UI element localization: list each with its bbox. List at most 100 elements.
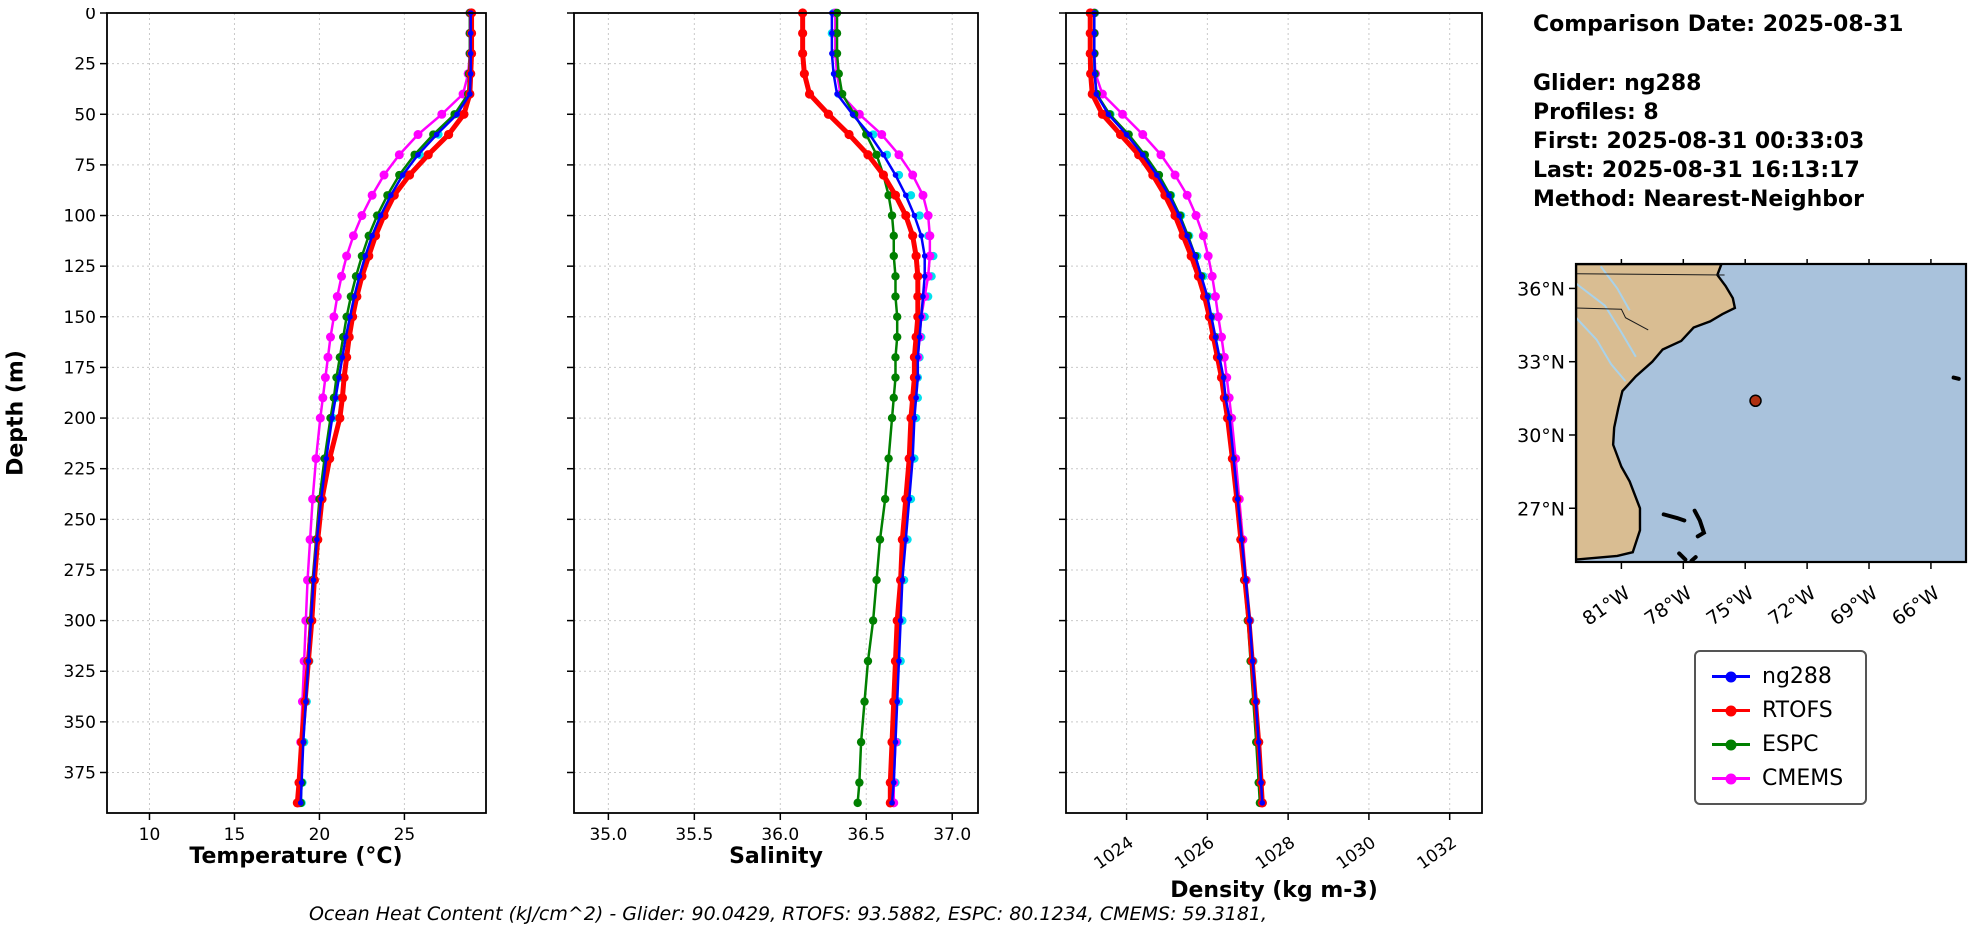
svg-text:50: 50 xyxy=(74,105,96,125)
svg-text:35.5: 35.5 xyxy=(675,825,713,845)
series-cmems xyxy=(830,8,935,808)
river-line xyxy=(1576,282,1637,358)
legend-marker-cmems xyxy=(1712,773,1750,785)
series-ng288 xyxy=(1091,10,1266,806)
island xyxy=(1951,375,1961,381)
ocean-heat-content-text: Ocean Heat Content (kJ/cm^2) - Glider: 9… xyxy=(308,903,1268,925)
chart-svg-1: 35.0 35.5 36.0 36.5 37.0 xyxy=(567,8,979,845)
island xyxy=(1661,512,1687,523)
y-ticks: 0 25 50 75 100 125 150 175 200 225 250 275 300 325 350… xyxy=(64,4,107,783)
first-profile-time-text: First: 2025-08-31 00:33:03 xyxy=(1533,129,1865,155)
svg-text:75: 75 xyxy=(74,156,96,176)
series-ng288-raw xyxy=(297,8,476,808)
legend-item-rtofs: RTOFS xyxy=(1712,698,1843,723)
last-profile-time-text: Last: 2025-08-31 16:13:17 xyxy=(1533,158,1860,184)
svg-text:25: 25 xyxy=(74,55,96,75)
x-ticks: 1024 1026 1028 1030 1032 xyxy=(1091,813,1461,874)
legend-marker-ng288 xyxy=(1712,671,1750,683)
depth-axis-label: Depth (m) xyxy=(3,350,29,476)
y-ticks xyxy=(567,12,574,774)
svg-text:36°N: 36°N xyxy=(1517,278,1565,300)
svg-text:33°N: 33°N xyxy=(1517,352,1565,374)
svg-text:325: 325 xyxy=(64,662,96,682)
svg-text:15: 15 xyxy=(224,825,246,845)
salinity-axis-label: Salinity xyxy=(729,844,823,869)
svg-text:150: 150 xyxy=(64,308,96,328)
temperature-profile-chart: 10 15 20 25 0 25 50 75 100 125 150 175 200 225 250 275 3… xyxy=(37,4,494,912)
glider-position-marker xyxy=(1749,394,1762,408)
coastline xyxy=(1576,264,1737,561)
legend: ng288 RTOFS ESPC CMEMS xyxy=(1694,650,1868,805)
svg-text:20: 20 xyxy=(309,825,331,845)
map-svg: 36°N 33°N 30°N 27°N 81°W 78°W 75°W 72°W 69°W 66°W xyxy=(1517,259,1968,630)
info-panel: Comparison Date: 2025-08-31 Glider: ng28… xyxy=(1533,10,1903,214)
svg-text:0: 0 xyxy=(85,8,96,24)
legend-item-cmems: CMEMS xyxy=(1712,766,1843,791)
grid xyxy=(1066,12,1482,813)
svg-text:27°N: 27°N xyxy=(1517,498,1565,520)
series-cmems xyxy=(294,8,475,808)
svg-text:66°W: 66°W xyxy=(1888,582,1944,630)
svg-text:200: 200 xyxy=(64,409,96,429)
svg-text:1028: 1028 xyxy=(1252,833,1299,874)
grid xyxy=(574,12,978,813)
svg-text:36.5: 36.5 xyxy=(847,825,885,845)
series-rtofs xyxy=(798,8,923,808)
legend-marker-rtofs xyxy=(1712,705,1750,717)
svg-text:225: 225 xyxy=(64,460,96,480)
svg-text:175: 175 xyxy=(64,358,96,378)
svg-text:75°W: 75°W xyxy=(1702,582,1758,630)
legend-label: RTOFS xyxy=(1762,698,1833,723)
legend-label: ESPC xyxy=(1762,732,1819,757)
svg-text:25: 25 xyxy=(394,825,416,845)
svg-text:1030: 1030 xyxy=(1333,833,1380,874)
legend-item-ng288: ng288 xyxy=(1712,664,1843,689)
svg-text:78°W: 78°W xyxy=(1641,582,1697,630)
svg-text:250: 250 xyxy=(64,510,96,530)
legend-item-espc: ESPC xyxy=(1712,732,1843,757)
series-rtofs xyxy=(292,8,477,808)
svg-text:10: 10 xyxy=(139,825,161,845)
grid xyxy=(107,12,486,813)
chart-svg-0: 10 15 20 2502550751001251501752002252502753… xyxy=(64,4,487,845)
river-line xyxy=(1576,317,1627,382)
glider-name-text: Glider: ng288 xyxy=(1533,71,1702,97)
svg-text:30°N: 30°N xyxy=(1517,425,1565,447)
state-border-line xyxy=(1576,307,1649,331)
svg-text:81°W: 81°W xyxy=(1579,582,1635,630)
series-espc xyxy=(296,8,475,808)
series-rtofs xyxy=(1085,8,1267,808)
svg-text:37.0: 37.0 xyxy=(933,825,971,845)
density-axis-label: Density (kg m-3) xyxy=(1170,878,1378,903)
svg-text:35.0: 35.0 xyxy=(589,825,627,845)
legend-label: CMEMS xyxy=(1762,766,1844,791)
y-ticks xyxy=(1059,12,1066,774)
location-map: 36°N 33°N 30°N 27°N 81°W 78°W 75°W 72°W 69°W 66°W xyxy=(1500,258,1978,638)
island xyxy=(1692,508,1707,539)
x-ticks: 10 15 20 25 xyxy=(139,813,416,845)
map-frame xyxy=(1574,262,1968,564)
svg-text:300: 300 xyxy=(64,612,96,632)
svg-text:275: 275 xyxy=(64,561,96,581)
method-text: Method: Nearest-Neighbor xyxy=(1533,187,1864,213)
series-ng288 xyxy=(829,10,928,806)
svg-text:1026: 1026 xyxy=(1171,833,1218,874)
island xyxy=(1689,555,1698,562)
svg-text:36.0: 36.0 xyxy=(761,825,799,845)
svg-text:69°W: 69°W xyxy=(1826,582,1882,630)
legend-marker-espc xyxy=(1712,739,1750,751)
svg-text:350: 350 xyxy=(64,713,96,733)
svg-text:1032: 1032 xyxy=(1414,833,1461,874)
svg-text:375: 375 xyxy=(64,763,96,783)
x-ticks: 35.0 35.5 36.0 36.5 37.0 xyxy=(589,813,971,845)
svg-text:125: 125 xyxy=(64,257,96,277)
salinity-profile-chart: 35.0 35.5 36.0 36.5 37.0 xyxy=(560,8,986,912)
state-border-line xyxy=(1576,273,1725,276)
chart-svg-2: 1024 1026 1028 1030 1032 xyxy=(1059,8,1483,874)
profiles-count-text: Profiles: 8 xyxy=(1533,100,1659,126)
series-ng288 xyxy=(297,10,474,806)
svg-text:100: 100 xyxy=(64,207,96,227)
island xyxy=(1677,551,1688,562)
svg-text:1024: 1024 xyxy=(1091,833,1138,874)
